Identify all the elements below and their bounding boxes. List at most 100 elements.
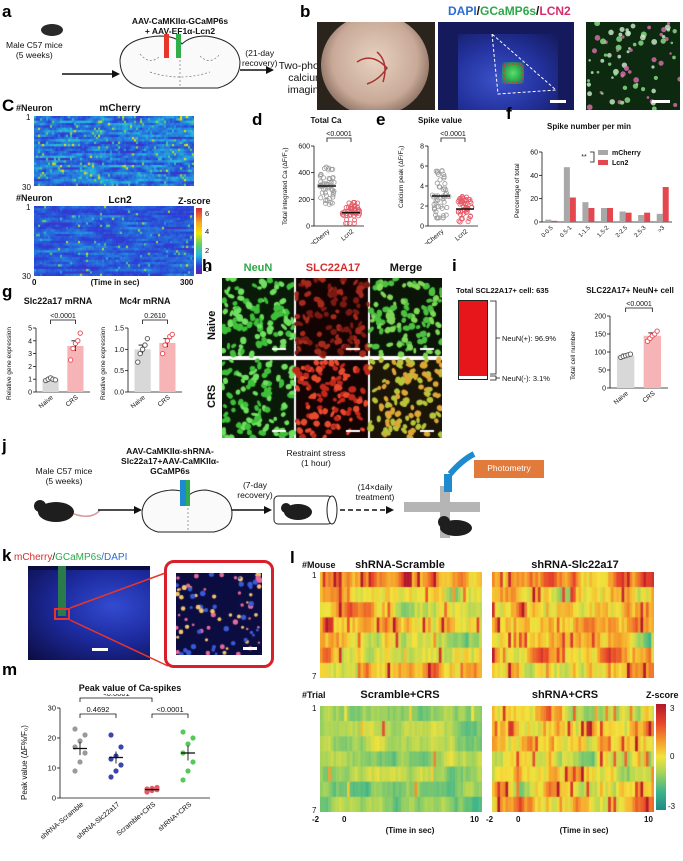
bar-mcherry bbox=[619, 211, 626, 222]
data-point bbox=[443, 212, 449, 218]
data-point bbox=[137, 350, 143, 357]
data-point bbox=[431, 206, 437, 212]
panel-a-recovery-text: (21-day recovery) bbox=[242, 48, 278, 68]
panel-k-title-sep: / bbox=[52, 552, 56, 563]
panel-k-title: mCherry/GCaMP6s/DAPI bbox=[14, 552, 127, 563]
cell bbox=[590, 71, 594, 74]
data-point bbox=[466, 215, 472, 221]
data-point bbox=[323, 164, 329, 170]
y-tick-label: 50 bbox=[598, 368, 606, 375]
y-tick-label: 0 bbox=[534, 220, 538, 227]
data-point bbox=[159, 350, 166, 357]
bar-mcherry bbox=[601, 208, 607, 222]
data-point bbox=[190, 759, 196, 765]
panel-b-title-sep1: / bbox=[476, 4, 481, 18]
x-tick-label: 0.5-1 bbox=[559, 225, 573, 239]
cb-l-tick-0: 0 bbox=[670, 752, 675, 761]
data-point bbox=[443, 187, 449, 193]
cell bbox=[628, 70, 632, 74]
data-point bbox=[52, 377, 59, 383]
y-tick-label: 1.5 bbox=[114, 326, 124, 333]
data-point bbox=[435, 171, 441, 177]
data-point bbox=[77, 759, 83, 765]
x-tick-label: CRS bbox=[157, 394, 173, 408]
data-point bbox=[435, 204, 441, 210]
data-point bbox=[318, 195, 324, 201]
panel-h-col-merge: Merge bbox=[389, 262, 423, 274]
cell bbox=[638, 40, 644, 46]
data-point bbox=[319, 190, 325, 196]
x-tick-label: 2-2.5 bbox=[615, 225, 629, 239]
data-point bbox=[440, 196, 446, 202]
data-point bbox=[331, 179, 337, 185]
scale-bar bbox=[652, 100, 670, 103]
cell bbox=[617, 54, 622, 59]
data-point bbox=[144, 336, 151, 342]
y-tick-label: 20 bbox=[48, 734, 56, 743]
data-point bbox=[318, 172, 324, 178]
panel-a-schematic bbox=[41, 24, 274, 89]
y-tick-label: 4 bbox=[28, 338, 32, 345]
panel-l-colorbar-title: Z-score bbox=[646, 690, 679, 700]
data-point bbox=[322, 198, 328, 204]
panel-l-title-3: Scramble+CRS bbox=[360, 689, 440, 701]
panel-j-virus-text: AAV-CaMKIIα-shRNA- Slc22a17+AAV-CaMKIIα-… bbox=[121, 446, 219, 476]
data-point bbox=[440, 213, 446, 219]
zoom-inset-image bbox=[164, 560, 274, 668]
data-point bbox=[654, 328, 660, 334]
cell bbox=[624, 97, 631, 103]
data-point bbox=[442, 181, 448, 187]
x-tick-label: 0-0.5 bbox=[541, 225, 555, 239]
data-point bbox=[330, 189, 336, 195]
panel-l-x-m2-b: -2 bbox=[486, 815, 494, 824]
bracket-top bbox=[79, 697, 153, 702]
panel-l-x-label-a: (Time in sec) bbox=[385, 826, 435, 835]
legend-bracket bbox=[590, 151, 595, 163]
cell bbox=[618, 32, 623, 37]
cell bbox=[672, 55, 676, 60]
proportion-brackets bbox=[490, 300, 500, 381]
data-point bbox=[434, 180, 440, 186]
data-point bbox=[169, 331, 175, 338]
data-point bbox=[456, 218, 462, 224]
cell bbox=[588, 59, 591, 62]
bracket-right bbox=[151, 713, 189, 718]
data-point bbox=[457, 219, 463, 225]
panel-b-label: b bbox=[300, 2, 311, 21]
panel-b-title-dapi: DAPI bbox=[448, 4, 477, 18]
legend-label: Lcn2 bbox=[612, 160, 628, 167]
cb-c-tick-2: 2 bbox=[205, 246, 210, 255]
panel-c-title-bottom: Lcn2 bbox=[108, 195, 132, 206]
x-tick-label: mCherry bbox=[422, 228, 446, 244]
chart-i: 0 50 100 150 200 Naive CRS <0.0001 bbox=[594, 301, 668, 406]
cell bbox=[620, 74, 625, 78]
data-point bbox=[164, 338, 171, 344]
data-point bbox=[67, 357, 74, 363]
data-point bbox=[318, 179, 324, 185]
data-point bbox=[190, 735, 196, 741]
panel-m-title: Peak value of Ca-spikes bbox=[78, 683, 182, 693]
data-point bbox=[349, 206, 355, 212]
cell bbox=[653, 75, 658, 80]
data-point bbox=[118, 762, 124, 768]
cell bbox=[630, 23, 636, 29]
y-tick-label: 0 bbox=[28, 390, 32, 397]
cell bbox=[629, 48, 633, 52]
data-point bbox=[154, 784, 160, 791]
y-tick-label: 0 bbox=[306, 224, 310, 231]
data-point bbox=[108, 732, 114, 738]
bar-crs bbox=[159, 342, 176, 392]
photometry-box bbox=[474, 460, 544, 478]
restraint-tube-icon bbox=[273, 495, 338, 525]
panel-l-title-2: shRNA-Slc22a17 bbox=[531, 559, 619, 571]
mouse-icon bbox=[34, 500, 101, 522]
panel-i-pos-text: NeuN(+): 96.9% bbox=[502, 334, 556, 343]
panel-j-label: j bbox=[2, 436, 7, 455]
heatmap-scramble-crs bbox=[320, 706, 482, 812]
y-tick-label: 400 bbox=[298, 170, 310, 177]
cell bbox=[677, 76, 680, 82]
data-point bbox=[352, 217, 358, 223]
panel-h-row-crs: CRS bbox=[206, 384, 218, 408]
data-point bbox=[443, 190, 449, 196]
bar-mcherry bbox=[545, 219, 552, 222]
